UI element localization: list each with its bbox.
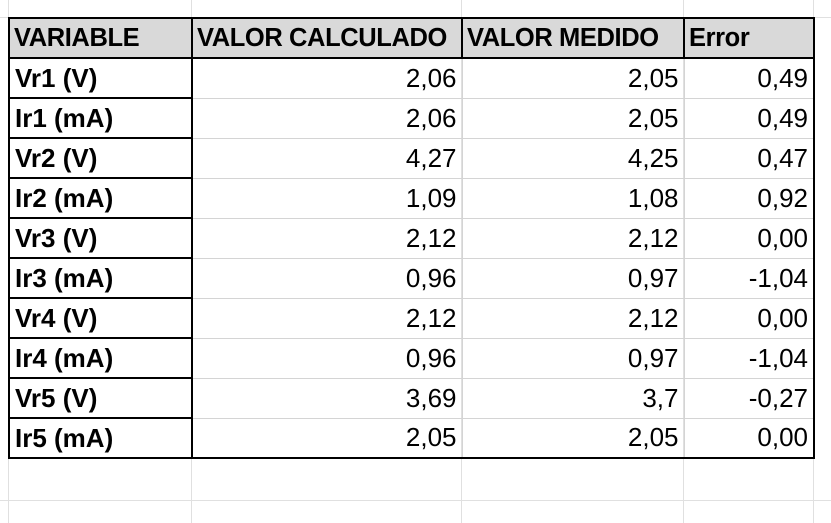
header-cell-valor-calculado[interactable]: VALOR CALCULADO xyxy=(191,17,463,59)
measured-value-cell[interactable]: 2,12 xyxy=(461,217,685,259)
variable-cell[interactable]: Ir2 (mA) xyxy=(8,177,193,219)
variable-cell[interactable]: Vr3 (V) xyxy=(8,217,193,259)
measured-value-cell[interactable]: 0,97 xyxy=(461,337,685,379)
measured-value-cell[interactable]: 0,97 xyxy=(461,257,685,299)
variable-cell[interactable]: Ir1 (mA) xyxy=(8,97,193,139)
results-table: VARIABLE VALOR CALCULADO VALOR MEDIDO Er… xyxy=(8,17,815,459)
error-cell[interactable]: -1,04 xyxy=(683,257,815,299)
table-row: Vr2 (V) 4,27 4,25 0,47 xyxy=(8,137,815,179)
calculated-value-cell[interactable]: 0,96 xyxy=(191,337,463,379)
table-row: Ir5 (mA) 2,05 2,05 0,00 xyxy=(8,417,815,459)
error-cell[interactable]: 0,00 xyxy=(683,417,815,459)
calculated-value-cell[interactable]: 2,12 xyxy=(191,217,463,259)
calculated-value-cell[interactable]: 2,06 xyxy=(191,57,463,99)
calculated-value-cell[interactable]: 2,05 xyxy=(191,417,463,459)
table-row: Vr3 (V) 2,12 2,12 0,00 xyxy=(8,217,815,259)
error-cell[interactable]: 0,49 xyxy=(683,97,815,139)
measured-value-cell[interactable]: 2,05 xyxy=(461,97,685,139)
calculated-value-cell[interactable]: 4,27 xyxy=(191,137,463,179)
error-cell[interactable]: 0,00 xyxy=(683,297,815,339)
variable-cell[interactable]: Vr4 (V) xyxy=(8,297,193,339)
error-cell[interactable]: 0,47 xyxy=(683,137,815,179)
error-cell[interactable]: -0,27 xyxy=(683,377,815,419)
table-row: Vr4 (V) 2,12 2,12 0,00 xyxy=(8,297,815,339)
table-row: Vr5 (V) 3,69 3,7 -0,27 xyxy=(8,377,815,419)
variable-cell[interactable]: Ir5 (mA) xyxy=(8,417,193,459)
calculated-value-cell[interactable]: 0,96 xyxy=(191,257,463,299)
measured-value-cell[interactable]: 2,12 xyxy=(461,297,685,339)
measured-value-cell[interactable]: 4,25 xyxy=(461,137,685,179)
measured-value-cell[interactable]: 3,7 xyxy=(461,377,685,419)
calculated-value-cell[interactable]: 1,09 xyxy=(191,177,463,219)
measured-value-cell[interactable]: 2,05 xyxy=(461,417,685,459)
error-cell[interactable]: 0,49 xyxy=(683,57,815,99)
variable-cell[interactable]: Ir4 (mA) xyxy=(8,337,193,379)
header-row: VARIABLE VALOR CALCULADO VALOR MEDIDO Er… xyxy=(8,17,815,59)
calculated-value-cell[interactable]: 3,69 xyxy=(191,377,463,419)
calculated-value-cell[interactable]: 2,06 xyxy=(191,97,463,139)
table-row: Ir4 (mA) 0,96 0,97 -1,04 xyxy=(8,337,815,379)
header-cell-variable[interactable]: VARIABLE xyxy=(8,17,193,59)
error-cell[interactable]: 0,00 xyxy=(683,217,815,259)
calculated-value-cell[interactable]: 2,12 xyxy=(191,297,463,339)
variable-cell[interactable]: Vr2 (V) xyxy=(8,137,193,179)
error-cell[interactable]: -1,04 xyxy=(683,337,815,379)
measured-value-cell[interactable]: 1,08 xyxy=(461,177,685,219)
variable-cell[interactable]: Vr5 (V) xyxy=(8,377,193,419)
table-row: Vr1 (V) 2,06 2,05 0,49 xyxy=(8,57,815,99)
error-cell[interactable]: 0,92 xyxy=(683,177,815,219)
header-cell-error[interactable]: Error xyxy=(683,17,815,59)
header-cell-valor-medido[interactable]: VALOR MEDIDO xyxy=(461,17,685,59)
table-row: Ir1 (mA) 2,06 2,05 0,49 xyxy=(8,97,815,139)
variable-cell[interactable]: Ir3 (mA) xyxy=(8,257,193,299)
table-row: Ir3 (mA) 0,96 0,97 -1,04 xyxy=(8,257,815,299)
variable-cell[interactable]: Vr1 (V) xyxy=(8,57,193,99)
table-row: Ir2 (mA) 1,09 1,08 0,92 xyxy=(8,177,815,219)
measured-value-cell[interactable]: 2,05 xyxy=(461,57,685,99)
